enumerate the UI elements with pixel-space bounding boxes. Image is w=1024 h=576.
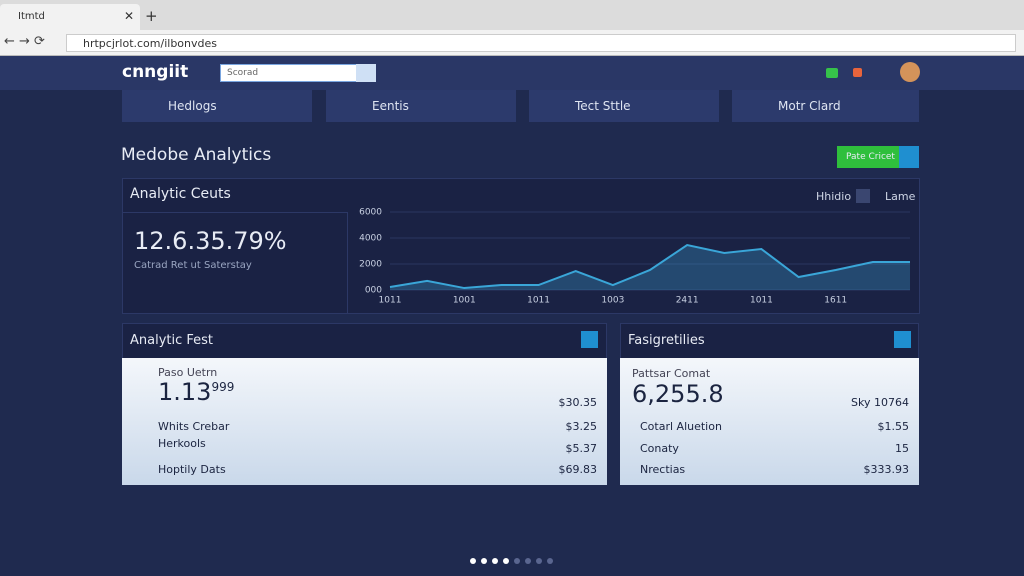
page-title: Medobe Analytics xyxy=(121,145,272,165)
y-tick-label: 000 xyxy=(365,286,382,296)
legend-swatch xyxy=(856,189,870,203)
row-label: Nrectias xyxy=(640,463,686,476)
page-dot[interactable] xyxy=(492,558,498,564)
nav-item[interactable]: Hedlogs xyxy=(122,90,312,122)
y-tick-label: 4000 xyxy=(359,234,382,244)
row-value: $69.83 xyxy=(558,463,598,476)
row-label: Herkools xyxy=(158,437,206,450)
card-title: Fasigretilies xyxy=(628,333,705,348)
stat-panel xyxy=(123,212,348,313)
stat-sup: 999 xyxy=(211,380,235,394)
card-body xyxy=(620,358,919,485)
area-fill xyxy=(390,245,910,290)
page-dot[interactable] xyxy=(470,558,476,564)
x-tick-label: 2411 xyxy=(676,296,699,306)
alert-icon[interactable] xyxy=(853,68,862,77)
search-button[interactable] xyxy=(356,64,376,82)
action-dropdown[interactable] xyxy=(899,146,919,168)
nav-buttons[interactable]: ← → ⟳ xyxy=(4,34,45,49)
stat-caption: Catrad Ret ut Saterstay xyxy=(134,260,252,271)
tab[interactable]: Itmtd xyxy=(0,4,140,30)
legend-item: Lame xyxy=(885,190,916,203)
y-tick-label: 2000 xyxy=(359,260,382,270)
area-line xyxy=(389,243,910,290)
row-label: Whits Crebar xyxy=(158,420,230,433)
avatar[interactable] xyxy=(900,62,920,82)
row-value: $3.25 xyxy=(565,420,598,433)
page-dot[interactable] xyxy=(547,558,553,564)
chat-icon[interactable] xyxy=(826,68,838,78)
page-dot[interactable] xyxy=(525,558,531,564)
x-tick-label: 1011 xyxy=(379,296,402,306)
row-label: Paso Uetrn xyxy=(158,366,218,379)
row-value: 15 xyxy=(895,442,909,455)
tab-close[interactable]: ✕ xyxy=(124,9,135,23)
x-tick-label: 1001 xyxy=(453,296,476,306)
row-label: Conaty xyxy=(640,442,679,455)
page-dot[interactable] xyxy=(514,558,520,564)
address-bar[interactable]: hrtpcjrlot.com/ilbonvdes xyxy=(66,34,1016,52)
card-menu[interactable] xyxy=(894,331,911,348)
card-title: Analytic Ceuts xyxy=(130,186,231,202)
x-tick-label: 1003 xyxy=(601,296,624,306)
card-body xyxy=(122,358,607,485)
row-value: $5.37 xyxy=(565,442,598,455)
stat-value: 1.13999 xyxy=(158,378,234,406)
stat-main: 1.13 xyxy=(158,378,212,406)
x-tick-label: 1011 xyxy=(527,296,550,306)
chart: 000 2000 4000 6000 1011 1001 1011 1003 2411 1011 1… xyxy=(359,208,910,306)
row-value: $1.55 xyxy=(877,420,910,433)
page-dot[interactable] xyxy=(536,558,542,564)
row-value: $333.93 xyxy=(863,463,910,476)
page-dot[interactable] xyxy=(481,558,487,564)
nav-item[interactable]: Tect Sttle xyxy=(529,90,719,122)
search-box[interactable]: Scorad xyxy=(220,64,376,82)
legend-item: Hhidio xyxy=(816,190,852,203)
logo[interactable]: cnngiit xyxy=(122,62,189,82)
stat-value: 6,255.8 xyxy=(632,380,724,408)
page-dot[interactable] xyxy=(503,558,509,564)
row-label: Hoptily Dats xyxy=(158,463,226,476)
tab-bar xyxy=(0,0,1024,30)
new-tab[interactable]: + xyxy=(145,7,158,25)
row-label: Cotarl Aluetion xyxy=(640,420,722,433)
row-label: Pattsar Comat xyxy=(632,367,711,380)
nav-item[interactable]: Motr Clard xyxy=(732,90,919,122)
stat-value: 12.6.35.79% xyxy=(134,227,287,255)
analytics-card xyxy=(122,178,920,314)
action-button[interactable]: Pate Cricet xyxy=(837,146,899,168)
x-tick-label: 1011 xyxy=(750,296,773,306)
card-menu[interactable] xyxy=(581,331,598,348)
row-value: $30.35 xyxy=(558,396,598,409)
x-tick-label: 1611 xyxy=(824,296,847,306)
nav-item[interactable]: Eentis xyxy=(326,90,516,122)
y-tick-label: 6000 xyxy=(359,208,382,218)
card-title: Analytic Fest xyxy=(130,333,214,348)
row-value: Sky 10764 xyxy=(851,396,909,409)
